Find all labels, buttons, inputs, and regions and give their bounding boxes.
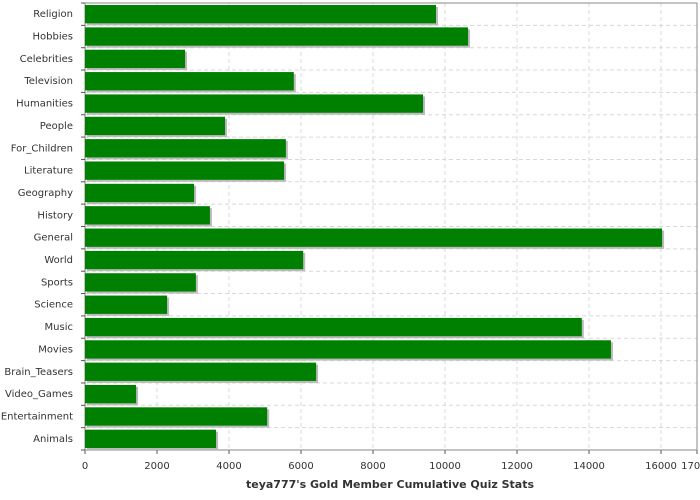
bar <box>85 27 469 46</box>
y-tick-label: Video_Games <box>5 389 73 400</box>
y-tick-label: General <box>34 233 73 244</box>
y-tick-label: Religion <box>33 9 73 20</box>
bar <box>85 317 582 337</box>
x-tick-label: 8000 <box>360 461 385 472</box>
bar <box>85 206 210 225</box>
y-tick-label: People <box>40 121 73 132</box>
y-tick-label: Brain_Teasers <box>4 367 73 378</box>
y-tick-label: Movies <box>38 344 73 355</box>
y-tick-label: Science <box>34 300 73 311</box>
bar <box>85 5 436 24</box>
y-tick-label: Sports <box>41 277 73 288</box>
bar <box>85 139 286 158</box>
bar <box>85 116 226 136</box>
x-tick-label: 4000 <box>216 461 241 472</box>
bar <box>85 429 217 448</box>
x-tick-label: 16000 <box>645 461 677 472</box>
bar <box>85 250 304 270</box>
bar <box>85 94 424 113</box>
bar <box>85 384 137 404</box>
bar <box>85 295 168 314</box>
bar <box>85 340 611 359</box>
y-tick-label: Hobbies <box>33 32 73 43</box>
y-tick-label: History <box>37 210 73 221</box>
x-tick-label: 17000 <box>681 461 700 472</box>
y-tick-label: Music <box>45 322 73 333</box>
y-tick-label: Entertainment <box>1 411 73 422</box>
x-tick-label: 12000 <box>501 461 533 472</box>
x-tick-label: 14000 <box>573 461 605 472</box>
x-tick-label: 0 <box>82 461 88 472</box>
bar <box>85 407 268 426</box>
bar <box>85 72 294 91</box>
x-tick-label: 10000 <box>429 461 461 472</box>
bar <box>85 273 196 292</box>
bar <box>85 228 663 247</box>
x-axis-title: teya777's Gold Member Cumulative Quiz St… <box>246 478 534 491</box>
x-tick-label: 2000 <box>144 461 169 472</box>
y-tick-label: World <box>44 255 73 266</box>
bar <box>85 49 186 69</box>
x-tick-label: 6000 <box>288 461 313 472</box>
y-tick-label: Television <box>23 76 73 87</box>
y-tick-label: Literature <box>24 166 73 177</box>
y-tick-label: Humanities <box>16 99 73 110</box>
bar <box>85 183 195 203</box>
bar <box>85 362 317 381</box>
y-tick-label: Celebrities <box>20 54 73 65</box>
y-tick-label: For_Children <box>11 143 73 154</box>
y-tick-label: Geography <box>18 188 73 199</box>
bar <box>85 161 285 180</box>
y-tick-label: Animals <box>33 434 73 445</box>
